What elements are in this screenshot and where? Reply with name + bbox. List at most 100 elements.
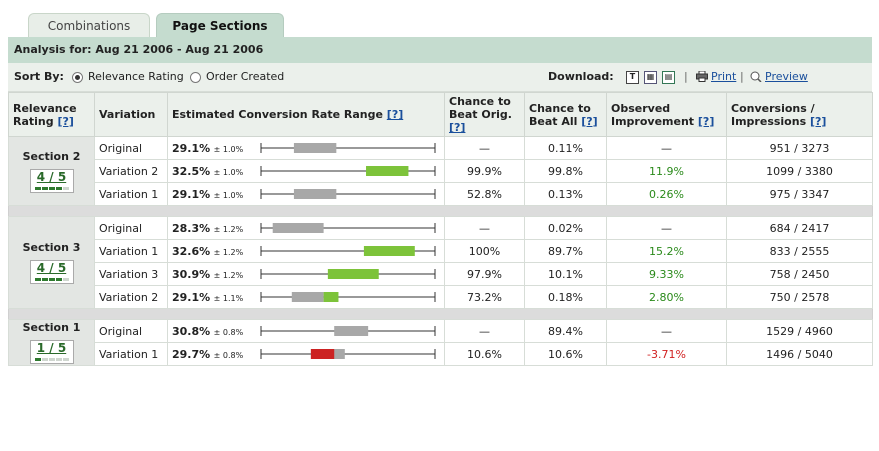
variation-name: Original: [94, 319, 168, 343]
variation-name: Variation 3: [94, 262, 168, 286]
header-observed-label: Observed Improvement: [611, 101, 695, 128]
sort-order-label[interactable]: Order Created: [206, 70, 285, 83]
chance-beat-all: 0.11%: [524, 136, 607, 160]
range-bar-original: [272, 223, 324, 233]
conversion-range-cell: 32.6% ± 1.2%: [167, 239, 445, 263]
text-file-icon[interactable]: T: [626, 71, 639, 84]
rate-margin: ± 0.8%: [213, 327, 244, 337]
range-bar-better: [323, 292, 339, 302]
observed-improvement: 0.26%: [606, 182, 727, 206]
header-estimated[interactable]: Estimated Conversion Rate Range [?]: [167, 92, 445, 137]
variation-name: Original: [94, 216, 168, 240]
range-bar: [260, 269, 436, 279]
sort-relevance-label[interactable]: Relevance Rating: [88, 70, 184, 83]
rating-segment: [55, 186, 62, 190]
rate-margin: ± 1.0%: [213, 144, 244, 154]
header-relevance[interactable]: Relevance Rating [?]: [8, 92, 95, 137]
rate-value: 29.1%: [172, 187, 211, 201]
help-link[interactable]: [?]: [697, 114, 715, 128]
sort-order-radio[interactable]: [190, 72, 201, 83]
preview-icon[interactable]: [750, 71, 762, 82]
table-row: Variation 1 29.1% ± 1.0% 52.8% 0.13% 0.26% 97…: [9, 182, 873, 206]
chance-beat-original: —: [444, 216, 525, 240]
relevance-rating-value[interactable]: 1 / 5: [36, 341, 67, 355]
observed-improvement: 15.2%: [606, 239, 727, 263]
rating-meter: [34, 186, 70, 190]
chance-beat-all: 99.8%: [524, 159, 607, 183]
relevance-rating-value[interactable]: 4 / 5: [36, 169, 67, 184]
chance-beat-all: 0.02%: [524, 216, 607, 240]
preview-link[interactable]: Preview: [765, 70, 808, 83]
range-bar: [260, 292, 436, 302]
chance-beat-all: 89.7%: [524, 239, 607, 263]
observed-improvement: -3.71%: [606, 342, 727, 366]
chance-beat-original: 100%: [444, 239, 525, 263]
header-estimated-label: Estimated Conversion Rate Range: [172, 108, 383, 121]
header-variation[interactable]: Variation: [94, 92, 168, 137]
help-link[interactable]: [?]: [449, 121, 466, 134]
range-bar-overlap: [293, 189, 337, 199]
header-chance-orig-label: Chance to Beat Orig.: [449, 95, 512, 121]
variation-name: Variation 1: [94, 239, 168, 263]
table-row: Variation 3 30.9% ± 1.2% 97.9% 10.1% 9.33% 75…: [9, 262, 873, 286]
rating-segment: [62, 186, 69, 190]
rate-margin: ± 0.8%: [213, 350, 244, 360]
chance-beat-all: 0.13%: [524, 182, 607, 206]
relevance-rating-value[interactable]: 4 / 5: [36, 261, 67, 275]
rate-value: 29.7%: [172, 347, 211, 361]
rate-margin: ± 1.1%: [213, 293, 244, 303]
header-conversions-label: Conversions / Impressions: [731, 101, 815, 128]
tab-page-sections[interactable]: Page Sections: [156, 13, 284, 38]
header-chance-all[interactable]: Chance to Beat All [?]: [524, 92, 607, 137]
spreadsheet-icon[interactable]: ▦: [644, 71, 657, 84]
rate-value: 29.1%: [172, 290, 211, 304]
relevance-rating-badge[interactable]: 4 / 5: [29, 260, 74, 284]
help-link[interactable]: [?]: [581, 114, 598, 128]
section-name: Section 2: [22, 149, 81, 163]
relevance-rating-badge[interactable]: 1 / 5: [29, 340, 74, 364]
tab-combinations[interactable]: Combinations: [28, 13, 150, 38]
range-bar: [260, 246, 436, 256]
printer-icon[interactable]: [696, 71, 708, 82]
help-link[interactable]: [?]: [386, 108, 404, 121]
download-label: Download:: [548, 70, 614, 83]
analysis-date-range: Analysis for: Aug 21 2006 - Aug 21 2006: [8, 37, 872, 63]
variation-name: Original: [94, 136, 168, 160]
observed-improvement: 2.80%: [606, 285, 727, 309]
help-link[interactable]: [?]: [57, 114, 74, 128]
range-bar: [260, 223, 436, 233]
separator: |: [684, 70, 688, 83]
sort-relevance-radio[interactable]: [72, 72, 83, 83]
conversions-impressions: 758 / 2450: [726, 262, 873, 286]
range-bar-overlap: [291, 292, 324, 302]
header-relevance-label: Relevance Rating: [13, 101, 77, 128]
range-bar: [260, 326, 436, 336]
range-bar-original: [293, 143, 337, 153]
rating-meter: [34, 278, 70, 281]
relevance-rating-badge[interactable]: 4 / 5: [29, 168, 74, 193]
range-bar-better: [327, 269, 379, 279]
variation-name: Variation 2: [94, 285, 168, 309]
conversions-impressions: 1529 / 4960: [726, 319, 873, 343]
results-table: Relevance Rating [?] Variation Estimated…: [8, 92, 873, 366]
observed-improvement: —: [606, 216, 727, 240]
chance-beat-original: 73.2%: [444, 285, 525, 309]
table-row: Variation 1 32.6% ± 1.2% 100% 89.7% 15.2% 833…: [9, 239, 873, 263]
header-chance-all-label: Chance to Beat All: [529, 101, 591, 128]
rate-margin: ± 1.0%: [213, 167, 244, 177]
conversions-impressions: 951 / 3273: [726, 136, 873, 160]
header-observed[interactable]: Observed Improvement [?]: [606, 92, 727, 137]
rating-segment: [55, 358, 62, 361]
rating-segment: [34, 186, 41, 190]
rating-segment: [48, 358, 55, 361]
rating-segment: [48, 186, 55, 190]
header-conversions[interactable]: Conversions / Impressions [?]: [726, 92, 873, 137]
help-link[interactable]: [?]: [809, 114, 827, 128]
chart-export-icon[interactable]: ▤: [662, 71, 675, 84]
print-link[interactable]: Print: [711, 70, 737, 83]
range-bar: [260, 143, 436, 153]
sort-toolbar: Sort By: Relevance Rating Order Created …: [8, 63, 872, 92]
chance-beat-all: 10.6%: [524, 342, 607, 366]
header-chance-orig[interactable]: Chance to Beat Orig. [?]: [444, 92, 525, 137]
